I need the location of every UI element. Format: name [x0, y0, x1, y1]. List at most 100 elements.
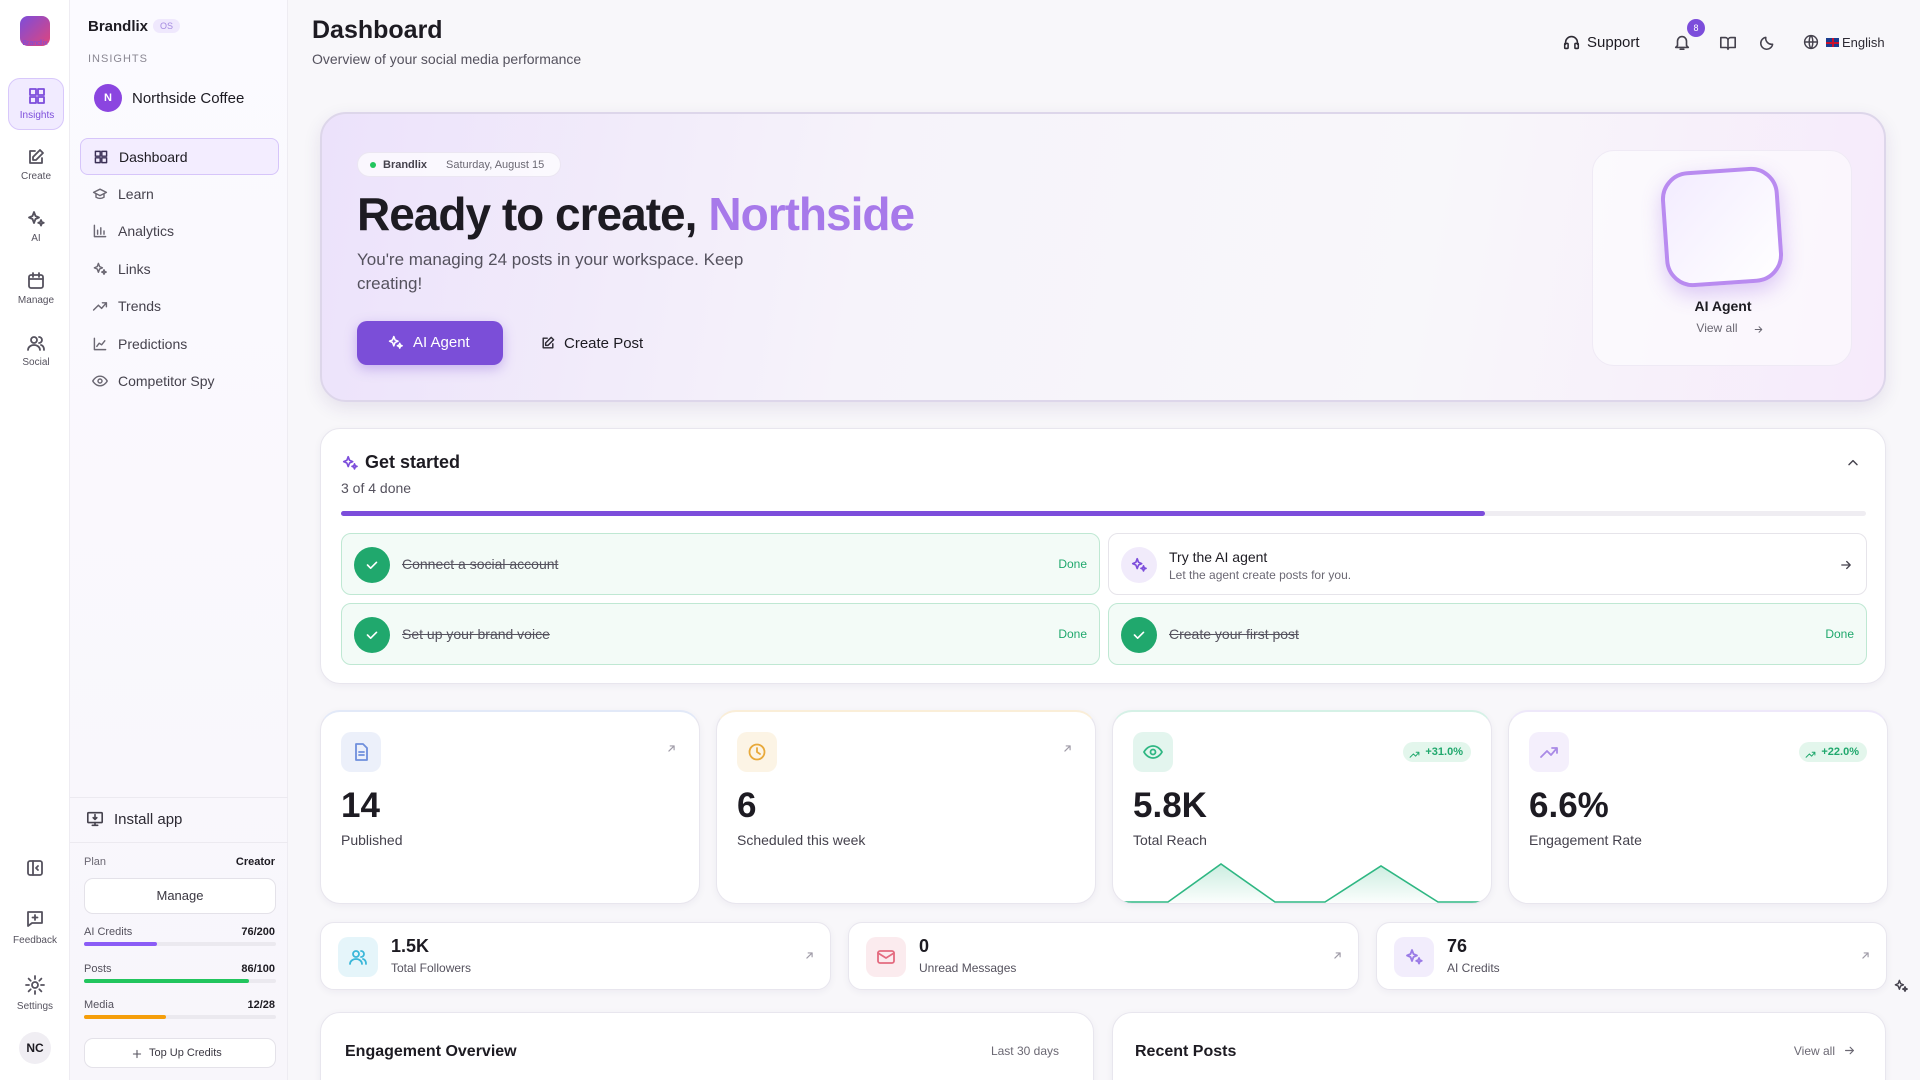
rail-item[interactable]: Insights	[8, 78, 64, 130]
icon-part	[92, 302, 108, 311]
icon-svg	[1133, 631, 1145, 639]
icon-svg	[92, 187, 108, 199]
icon-part	[388, 335, 399, 347]
icon[interactable]	[1845, 455, 1861, 471]
icon	[27, 86, 47, 106]
manage-button[interactable]: Manage	[84, 878, 276, 914]
nav-item[interactable]: Predictions	[80, 326, 279, 363]
create-post-button[interactable]: Create Post	[540, 321, 670, 365]
nav-item[interactable]: Links	[80, 251, 279, 288]
icon-part	[366, 631, 378, 639]
rail-label: Create	[20, 171, 51, 182]
progress-bar	[341, 511, 1485, 516]
nav-item[interactable]: Dashboard	[80, 138, 279, 175]
nav-item[interactable]: Learn	[80, 176, 279, 213]
nav-item[interactable]: Competitor Spy	[80, 363, 279, 400]
rail-item[interactable]: AI	[8, 202, 64, 254]
icon	[25, 909, 45, 929]
top-up-button[interactable]: Top Up Credits	[84, 1038, 276, 1068]
task[interactable]: Set up your brand voice Done	[341, 603, 1100, 665]
task-status: Done	[1058, 627, 1087, 641]
icon-part	[28, 272, 44, 280]
icon-part	[30, 336, 38, 344]
icon[interactable]	[1759, 34, 1776, 51]
rail-item[interactable]: Feedback	[4, 907, 66, 953]
ai-agent-button[interactable]: AI Agent	[357, 321, 503, 365]
icon-svg	[342, 455, 358, 470]
icon-part	[93, 262, 104, 273]
icon[interactable]	[25, 858, 45, 878]
icon	[25, 975, 45, 995]
rail-item[interactable]: Manage	[8, 264, 64, 316]
icon-part	[396, 342, 403, 349]
icon	[92, 336, 108, 352]
icon-part	[32, 149, 44, 161]
language[interactable]: English	[1842, 35, 1885, 50]
hero-heading: Ready to create, Northside	[357, 187, 915, 241]
icon-part	[1845, 1046, 1854, 1055]
icon	[131, 1047, 143, 1059]
stat-value: 5.8K	[1133, 786, 1207, 825]
nav-label: Competitor Spy	[118, 373, 215, 389]
hero-pill: Brandlix Saturday, August 15	[357, 152, 561, 177]
icon	[363, 626, 381, 644]
task[interactable]: Create your first post Done	[1108, 603, 1867, 665]
task[interactable]: Try the AI agent Let the agent create pos…	[1108, 533, 1867, 595]
task[interactable]: Connect a social account Done	[341, 533, 1100, 595]
icon-rail: Brandlix Insights Create AI Manage Social Feed…	[0, 0, 70, 1080]
icon[interactable]	[1803, 34, 1819, 50]
task-title: Try the AI agent	[1169, 549, 1268, 565]
agent-link[interactable]: View all	[1696, 321, 1738, 335]
icon-svg	[93, 262, 107, 275]
icon-svg	[27, 336, 45, 351]
avatar[interactable]: NC	[19, 1032, 51, 1064]
stat-card: +31.0% 5.8K Total Reach	[1112, 710, 1492, 904]
rail-item[interactable]: Settings	[4, 973, 66, 1019]
mini-stat-card[interactable]: 76 AI Credits	[1376, 922, 1887, 990]
icon-part	[542, 337, 554, 349]
icon	[665, 742, 678, 755]
mini-stat-icon	[338, 937, 378, 977]
agent-card[interactable]: AI Agent View all	[1592, 150, 1852, 366]
icon-part	[29, 150, 43, 164]
logo	[20, 16, 50, 46]
nav-item[interactable]: Analytics	[80, 213, 279, 250]
icon-part	[877, 950, 895, 964]
nav-item[interactable]: Trends	[80, 288, 279, 325]
sparkline	[1118, 863, 1488, 903]
nav-label: Predictions	[118, 335, 188, 352]
mini-stat-value: 76	[1447, 936, 1468, 956]
rail-item[interactable]: Social	[8, 326, 64, 378]
icon-part	[29, 88, 37, 96]
support-link[interactable]: Support	[1587, 34, 1640, 51]
icon-part	[748, 743, 766, 761]
icon-svg	[29, 149, 44, 164]
icon[interactable]	[1673, 33, 1691, 51]
icon-part	[132, 1049, 142, 1059]
icon-part	[1064, 745, 1071, 752]
icon-part	[1409, 751, 1420, 758]
rail-item[interactable]: Create	[8, 140, 64, 192]
mini-stat-card[interactable]: 1.5K Total Followers	[320, 922, 831, 990]
install-app[interactable]: Install app	[114, 811, 183, 828]
mini-stat-icon	[866, 937, 906, 977]
rail-label: Social	[22, 357, 50, 368]
panel-meta[interactable]: View all	[1793, 1044, 1835, 1058]
icon-part	[1803, 34, 1819, 50]
icon-svg	[93, 224, 107, 238]
icon-svg	[27, 860, 43, 876]
icon-part	[366, 561, 378, 569]
icon-part	[1902, 986, 1908, 992]
icon	[1839, 558, 1853, 572]
nav-label: Dashboard	[119, 149, 188, 165]
icon-svg	[1409, 751, 1420, 758]
mini-stat-card[interactable]: 0 Unread Messages	[848, 922, 1359, 990]
status-dot	[370, 162, 376, 168]
workspace-switcher[interactable]: N Northside Coffee	[94, 84, 264, 112]
icon	[92, 223, 108, 239]
icon	[540, 335, 556, 351]
icon[interactable]	[1719, 34, 1737, 52]
icon-part	[1848, 459, 1858, 466]
icon	[26, 147, 46, 167]
icon-part	[355, 743, 368, 761]
